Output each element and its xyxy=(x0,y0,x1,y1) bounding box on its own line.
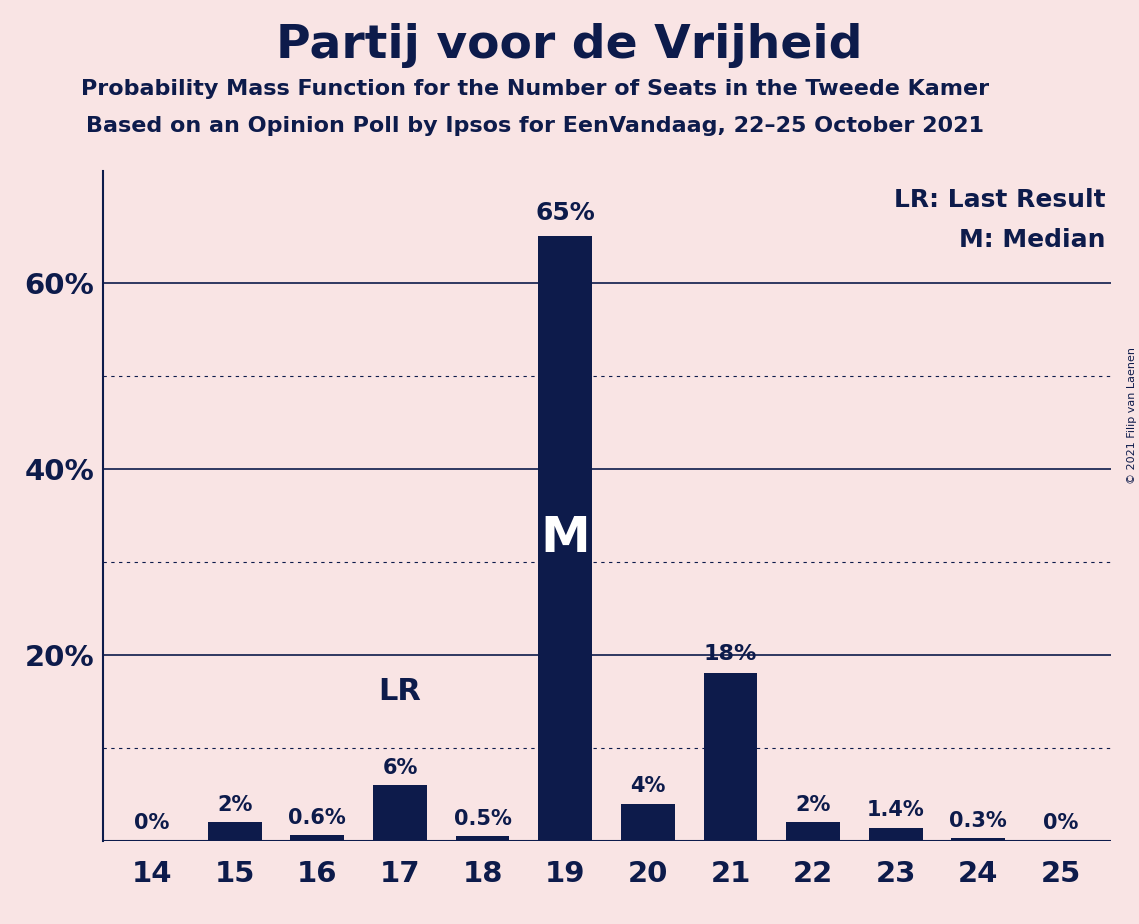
Text: 0.5%: 0.5% xyxy=(453,808,511,829)
Bar xyxy=(207,822,262,841)
Text: 0.6%: 0.6% xyxy=(288,808,346,828)
Text: LR: LR xyxy=(378,677,421,706)
Bar xyxy=(869,828,923,841)
Text: 6%: 6% xyxy=(383,758,418,778)
Text: Partij voor de Vrijheid: Partij voor de Vrijheid xyxy=(277,23,862,68)
Bar xyxy=(374,785,427,841)
Text: LR: Last Result: LR: Last Result xyxy=(894,188,1106,212)
Text: 0%: 0% xyxy=(1043,813,1079,833)
Text: Based on an Opinion Poll by Ipsos for EenVandaag, 22–25 October 2021: Based on an Opinion Poll by Ipsos for Ee… xyxy=(87,116,984,136)
Text: 1.4%: 1.4% xyxy=(867,800,925,821)
Text: M: M xyxy=(540,515,590,563)
Bar xyxy=(704,674,757,841)
Text: 4%: 4% xyxy=(630,776,665,796)
Text: 2%: 2% xyxy=(218,795,253,815)
Bar xyxy=(456,836,509,841)
Bar xyxy=(621,804,674,841)
Bar xyxy=(951,838,1006,841)
Text: 0%: 0% xyxy=(134,813,170,833)
Text: 65%: 65% xyxy=(535,201,595,225)
Text: 2%: 2% xyxy=(795,795,830,815)
Text: 18%: 18% xyxy=(704,644,757,664)
Text: Probability Mass Function for the Number of Seats in the Tweede Kamer: Probability Mass Function for the Number… xyxy=(81,79,990,99)
Text: © 2021 Filip van Laenen: © 2021 Filip van Laenen xyxy=(1126,347,1137,484)
Bar xyxy=(786,822,839,841)
Text: M: Median: M: Median xyxy=(959,228,1106,252)
Bar xyxy=(539,236,592,841)
Bar xyxy=(290,835,344,841)
Text: 0.3%: 0.3% xyxy=(950,810,1007,831)
